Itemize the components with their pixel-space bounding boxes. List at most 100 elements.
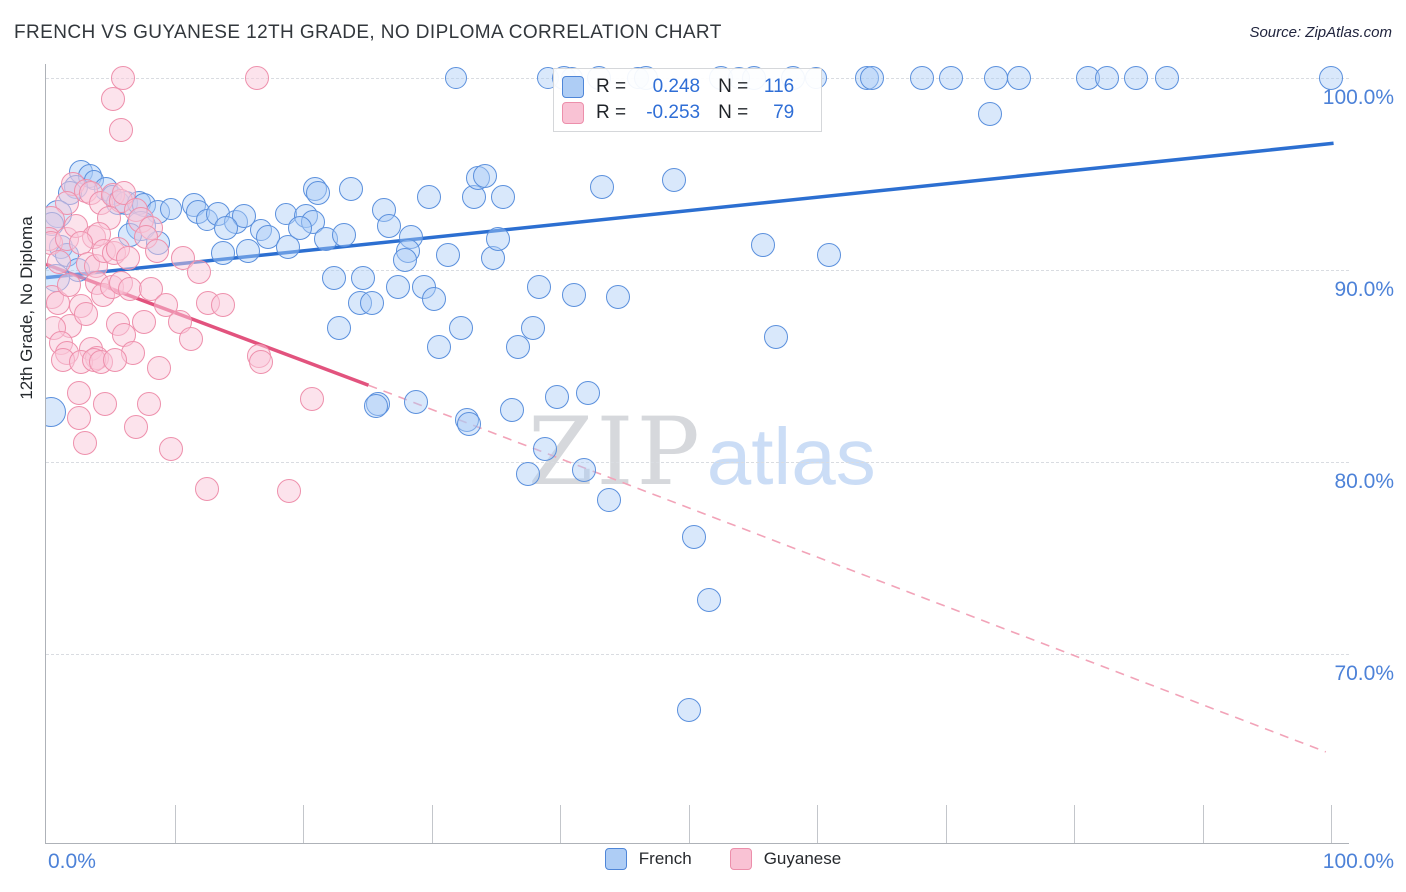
guyanese-swatch-icon — [729, 848, 752, 870]
x-axis-tick — [1202, 805, 1204, 843]
y-gridline — [46, 654, 1349, 656]
legend-r-value-guyanese: -0.253 — [646, 102, 701, 124]
y-axis-tick-label: 80.0% — [1334, 470, 1394, 494]
scatter-point-guyanese — [100, 87, 125, 112]
trend-lines-layer — [46, 141, 1334, 753]
scatter-point-guyanese — [103, 348, 128, 373]
scatter-point-french — [473, 163, 498, 188]
scatter-point-french — [1319, 66, 1343, 91]
scatter-point-french — [521, 315, 545, 340]
x-axis-tick — [303, 805, 304, 843]
scatter-point-french — [338, 177, 363, 202]
x-axis-label-min: 0.0% — [48, 850, 96, 873]
y-axis-tick-label: 90.0% — [1334, 278, 1394, 302]
y-axis-tick-label: 100.0% — [1322, 86, 1394, 110]
scatter-point-guyanese — [72, 430, 97, 455]
legend-row-guyanese: R = -0.253 N = 79 — [562, 102, 813, 125]
y-axis-title: 12th Grade, No Diploma — [17, 216, 36, 400]
scatter-point-french — [860, 66, 885, 91]
bottom-legend-guyanese: Guyanese — [729, 848, 842, 870]
scatter-point-french — [491, 185, 516, 210]
scatter-point-guyanese — [67, 405, 92, 430]
trend-line-guyanese-dashed — [368, 384, 1327, 753]
scatter-point-french — [416, 185, 441, 210]
scatter-point-french — [983, 66, 1008, 91]
guyanese-label: Guyanese — [763, 849, 842, 868]
scatter-point-french — [978, 102, 1003, 127]
scatter-point-french — [392, 248, 417, 273]
legend-n-value-french: 116 — [763, 75, 795, 97]
scatter-point-guyanese — [117, 277, 142, 302]
x-axis-tick — [1331, 805, 1332, 843]
scatter-point-french — [288, 215, 313, 240]
scatter-point-french — [213, 215, 238, 240]
scatter-point-french — [422, 286, 447, 311]
scatter-point-french — [235, 238, 260, 263]
scatter-point-guyanese — [211, 292, 236, 317]
trend-line-french-solid — [46, 141, 1334, 280]
scatter-point-french — [751, 233, 776, 258]
scatter-point-guyanese — [123, 415, 148, 440]
french-label: French — [638, 849, 692, 868]
scatter-point-french — [676, 697, 701, 722]
scatter-point-french — [332, 223, 357, 248]
x-axis-tick — [560, 805, 561, 843]
scatter-point-french — [321, 265, 346, 290]
scatter-point-french — [697, 588, 722, 613]
scatter-point-guyanese — [144, 238, 169, 263]
scatter-point-guyanese — [158, 436, 183, 461]
legend-n-label: N = — [718, 75, 749, 97]
y-gridline — [46, 462, 1349, 464]
x-axis-tick — [945, 805, 947, 843]
scatter-point-guyanese — [131, 309, 156, 334]
scatter-point-french — [1006, 66, 1031, 91]
scatter-point-french — [456, 411, 481, 436]
scatter-point-french — [576, 380, 601, 405]
scatter-point-french — [326, 315, 351, 340]
scatter-point-french — [386, 275, 411, 300]
scatter-point-french — [306, 181, 331, 206]
scatter-point-guyanese — [46, 250, 71, 275]
chart-title: FRENCH VS GUYANESE 12TH GRADE, NO DIPLOM… — [14, 22, 722, 43]
scatter-point-french — [681, 524, 706, 549]
scatter-point-french — [662, 167, 687, 192]
scatter-point-french — [763, 325, 788, 350]
scatter-point-guyanese — [116, 246, 141, 271]
scatter-point-french — [590, 175, 615, 200]
scatter-point-french — [596, 488, 621, 513]
x-axis-tick — [1074, 805, 1075, 843]
scatter-point-french — [436, 242, 461, 267]
scatter-point-guyanese — [67, 380, 92, 405]
scatter-point-french — [351, 265, 376, 290]
legend-r-value-french: 0.248 — [652, 75, 701, 97]
scatter-point-french — [938, 66, 963, 91]
scatter-point-guyanese — [57, 273, 82, 298]
scatter-point-guyanese — [244, 66, 269, 91]
scatter-point-guyanese — [194, 476, 219, 501]
x-axis-tick — [431, 805, 433, 843]
legend-n-value-guyanese: 79 — [773, 102, 795, 124]
bottom-legend-french: French — [604, 848, 692, 870]
scatter-point-french — [605, 284, 630, 309]
scatter-point-guyanese — [111, 66, 136, 91]
scatter-point-guyanese — [73, 302, 98, 327]
scatter-point-guyanese — [186, 259, 211, 284]
legend-swatch-guyanese-icon — [562, 102, 584, 125]
plot-area: ZIP atlas — [45, 64, 1349, 844]
scatter-point-french — [1095, 66, 1120, 91]
scatter-point-french — [159, 197, 182, 220]
scatter-point-french — [486, 227, 511, 252]
scatter-point-guyanese — [147, 355, 172, 380]
scatter-point-french — [545, 384, 570, 409]
bottom-legend: French Guyanese — [0, 848, 1406, 870]
legend-box: R = 0.248 N = 116 R = -0.253 N = 79 — [553, 68, 822, 132]
scatter-point-french — [1154, 66, 1179, 91]
scatter-point-french — [532, 436, 557, 461]
legend-row-french: R = 0.248 N = 116 — [562, 75, 813, 98]
scatter-point-guyanese — [108, 117, 133, 142]
x-axis-label-max: 100.0% — [1322, 850, 1394, 873]
scatter-point-french — [910, 66, 935, 91]
legend-r-label: R = — [596, 102, 627, 124]
legend-r-label: R = — [596, 75, 627, 97]
